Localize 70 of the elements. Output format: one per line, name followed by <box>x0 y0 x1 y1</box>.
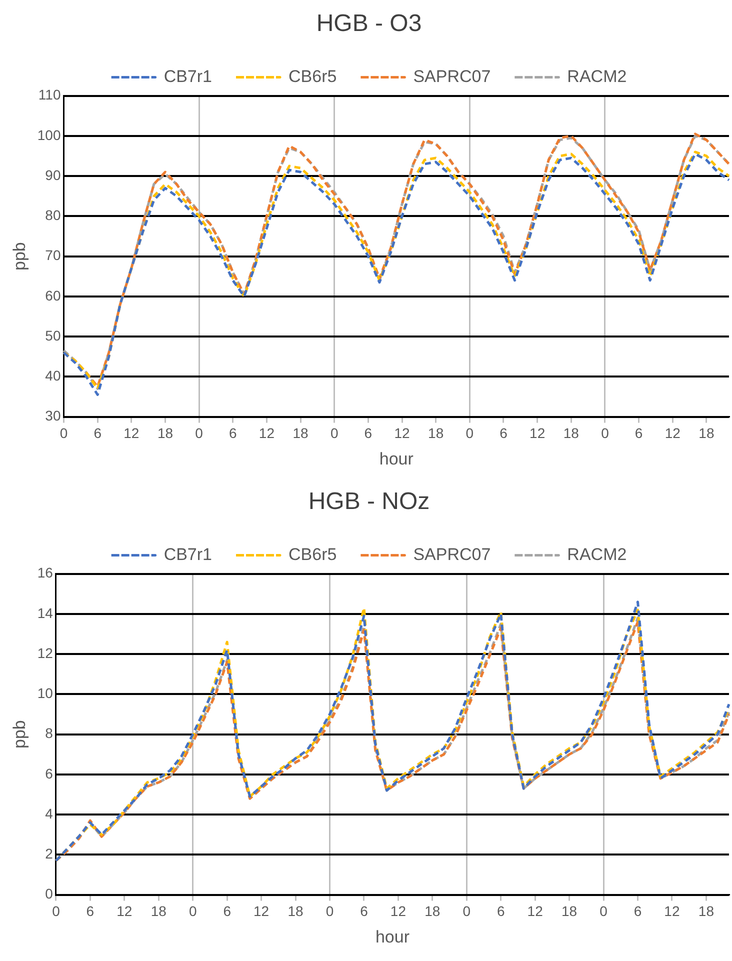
y-tick-label: 40 <box>45 368 61 384</box>
x-tick-label: 0 <box>600 903 608 920</box>
y-tick-label: 90 <box>45 166 61 183</box>
y-tick-label: 4 <box>45 805 54 822</box>
y-tick-label: 6 <box>45 765 54 782</box>
x-tick-label: 18 <box>292 425 309 442</box>
x-tick-label: 12 <box>527 903 544 920</box>
y-axis-title: ppb <box>10 720 29 748</box>
chart-title: HGB - NOz <box>308 488 430 516</box>
y-tick-label: 12 <box>37 644 54 661</box>
x-tick-label: 0 <box>330 425 338 442</box>
x-tick-label: 0 <box>466 425 474 442</box>
y-tick-label: 10 <box>37 685 54 702</box>
legend-label: CB7r1 <box>164 66 212 86</box>
x-tick-label: 12 <box>394 425 410 442</box>
x-tick-label: 0 <box>601 425 610 442</box>
y-tick-label: 0 <box>45 886 54 902</box>
legend-label: SAPRC07 <box>413 544 491 564</box>
x-tick-label: 12 <box>530 425 546 442</box>
x-tick-label: 6 <box>86 903 94 920</box>
x-tick-label: 0 <box>326 903 334 920</box>
x-tick-label: 12 <box>254 903 270 920</box>
x-tick-label: 6 <box>360 903 368 920</box>
x-tick-label: 12 <box>664 903 680 920</box>
x-tick-label: 12 <box>664 425 681 442</box>
x-axis-title: hour <box>379 449 414 468</box>
legend-label: RACM2 <box>567 544 627 564</box>
x-tick-label: 0 <box>188 903 197 920</box>
y-tick-label: 50 <box>45 327 61 344</box>
x-tick-label: 18 <box>698 903 714 920</box>
x-tick-label: 18 <box>424 903 440 920</box>
x-tick-label: 18 <box>150 903 167 920</box>
legend-label: CB6r5 <box>288 66 337 86</box>
x-tick-label: 12 <box>124 425 140 442</box>
y-tick-label: 8 <box>45 725 54 742</box>
y-tick-label: 100 <box>37 126 61 143</box>
x-tick-label: 6 <box>496 903 505 920</box>
y-tick-label: 80 <box>45 207 61 224</box>
x-tick-label: 6 <box>364 425 372 442</box>
chart-title: HGB - O3 <box>316 10 422 38</box>
y-tick-label: 60 <box>45 287 61 304</box>
x-tick-label: 18 <box>563 425 580 442</box>
x-tick-label: 0 <box>195 425 204 442</box>
x-tick-label: 0 <box>462 903 471 920</box>
x-tick-label: 18 <box>698 425 714 442</box>
y-tick-label: 30 <box>45 408 61 424</box>
legend-label: CB7r1 <box>164 544 212 564</box>
x-axis-title: hour <box>375 927 410 946</box>
x-tick-label: 6 <box>223 903 232 920</box>
x-tick-label: 6 <box>634 425 643 442</box>
x-tick-label: 6 <box>228 425 237 442</box>
x-tick-label: 18 <box>288 903 304 920</box>
legend-label: CB6r5 <box>288 544 337 564</box>
y-tick-label: 2 <box>45 846 54 862</box>
x-tick-label: 6 <box>94 425 102 442</box>
x-tick-label: 18 <box>157 425 174 442</box>
legend-label: RACM2 <box>567 66 627 86</box>
x-tick-label: 6 <box>634 903 642 920</box>
y-tick-label: 110 <box>38 86 61 103</box>
x-tick-label: 12 <box>390 903 406 920</box>
x-tick-label: 18 <box>562 903 578 920</box>
x-tick-label: 18 <box>428 425 444 442</box>
x-tick-label: 12 <box>258 425 275 442</box>
y-axis-title: ppb <box>10 242 29 270</box>
legend-label: SAPRC07 <box>413 66 491 86</box>
y-tick-label: 16 <box>37 564 54 581</box>
y-tick-label: 14 <box>37 604 54 621</box>
x-tick-label: 12 <box>116 903 132 920</box>
x-tick-label: 6 <box>500 425 508 442</box>
y-tick-label: 70 <box>45 247 61 264</box>
